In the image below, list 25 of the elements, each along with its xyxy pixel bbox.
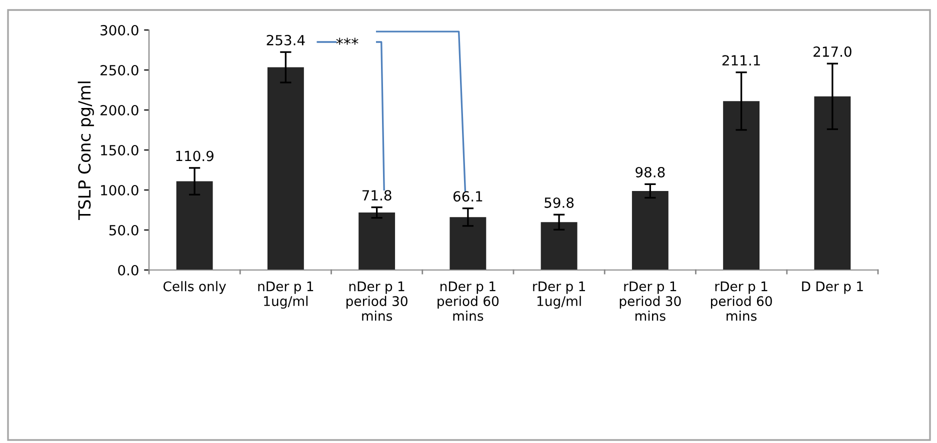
data-label: 98.8 [636, 166, 665, 178]
data-label: 211.1 [722, 55, 760, 66]
data-label: 71.8 [362, 190, 392, 201]
data-label: 59.8 [544, 197, 574, 208]
x-tick-label: Cells only [163, 281, 226, 294]
y-tick-label: 100.0 [101, 184, 138, 196]
y-tick-label: 150.0 [101, 144, 138, 156]
data-label: 66.1 [453, 191, 482, 202]
y-tick-label: 200.0 [100, 104, 138, 116]
x-tick-label: rDer p 1 1ug/ml [533, 282, 585, 309]
x-tick-label: nDer p 1 period 60 mins [438, 282, 499, 321]
x-tick-label: D Der p 1 [802, 282, 863, 294]
y-axis-title: TSLP Conc pg/ml [78, 82, 94, 220]
x-tick-label: rDer p 1 period 60 mins [711, 282, 772, 321]
x-tick-label: nDer p 1 1ug/ml [258, 282, 314, 309]
y-tick-label: 50.0 [109, 224, 138, 236]
x-tick-label: rDer p 1 period 30 mins [620, 282, 681, 321]
y-tick-label: 300.0 [100, 24, 138, 36]
data-label: 217.0 [814, 46, 852, 57]
annotation: *** [336, 38, 358, 45]
x-tick-label: nDer p 1 period 30 mins [346, 282, 408, 321]
y-tick-label: 0.0 [118, 264, 138, 276]
data-label: 110.9 [176, 150, 214, 162]
y-tick-label: 250.0 [100, 64, 138, 76]
data-label: 253.4 [266, 34, 305, 46]
